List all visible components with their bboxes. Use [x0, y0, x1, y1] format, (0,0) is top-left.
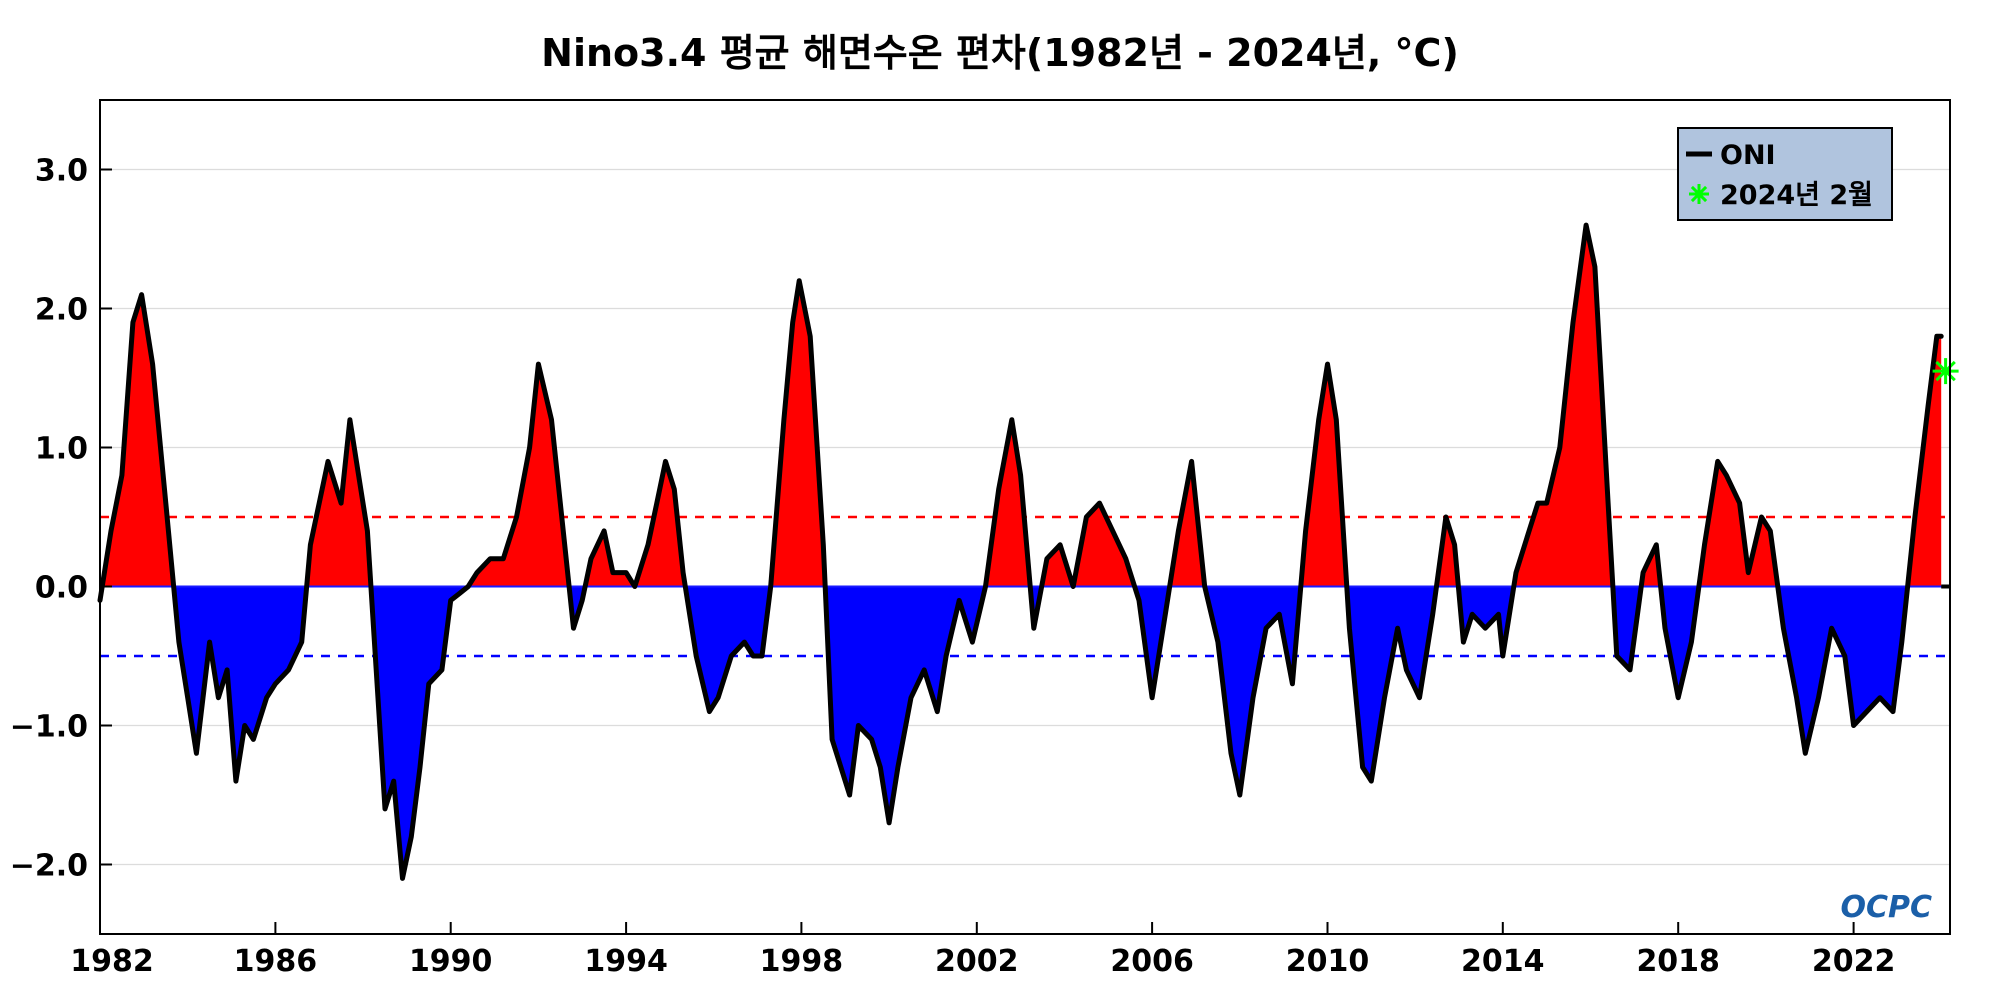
oni-line: [97, 222, 1944, 881]
x-tick-label-5: 2002: [935, 944, 1019, 979]
chart-title: Nino3.4 평균 해면수온 편차(1982년 - 2024년, °C): [541, 31, 1459, 75]
y-tick-label-5: −2.0: [10, 849, 88, 884]
y-tick-label-2: 1.0: [35, 432, 88, 467]
plot-frame: [99, 99, 1951, 935]
legend-label-highlight: 2024년 2월: [1720, 180, 1873, 211]
x-tick-label-7: 2010: [1286, 944, 1370, 979]
ocpc-logo: OCPC: [1840, 890, 1932, 925]
x-tick-label-10: 2022: [1812, 944, 1896, 979]
legend-box: [1677, 127, 1893, 221]
highlight-star-icon: [1932, 358, 1959, 385]
y-tick-label-0: 3.0: [35, 154, 88, 189]
x-tick-label-1: 1986: [234, 944, 318, 979]
x-tick-label-9: 2018: [1636, 944, 1720, 979]
x-tick-label-8: 2014: [1461, 944, 1545, 979]
x-tick-label-6: 2006: [1110, 944, 1194, 979]
legend-label-oni: ONI: [1720, 140, 1776, 171]
y-tick-label-3: 0.0: [35, 571, 88, 606]
x-tick-label-2: 1990: [409, 944, 493, 979]
anomaly-fill: [100, 225, 1942, 879]
y-tick-label-4: −1.0: [10, 710, 88, 745]
y-tick-label-1: 2.0: [35, 293, 88, 328]
x-tick-label-4: 1998: [760, 944, 844, 979]
positive-anomaly-area: [102, 225, 1942, 586]
highlight-marker: [1932, 358, 1959, 385]
legend-star-icon-shape: [1689, 184, 1709, 204]
negative-anomaly-area: [100, 586, 1942, 879]
oni-series: [97, 222, 1950, 881]
x-tick-label-0: 1982: [70, 944, 154, 979]
legend-star-icon: [1689, 184, 1709, 204]
legend: ONI 2024년 2월: [1677, 127, 1893, 221]
legend-star-icon-shape-ray: [1690, 185, 1708, 203]
x-axis-ticks: 1982 1986 1990 1994 1998 2002 2006 2010 2014 2018…: [70, 922, 1895, 979]
y-axis-ticks: 3.0 2.0 1.0 0.0 −1.0 −2.0: [10, 154, 112, 884]
x-tick-label-3: 1994: [584, 944, 668, 979]
highlight-star-icon-ray: [1935, 360, 1956, 382]
